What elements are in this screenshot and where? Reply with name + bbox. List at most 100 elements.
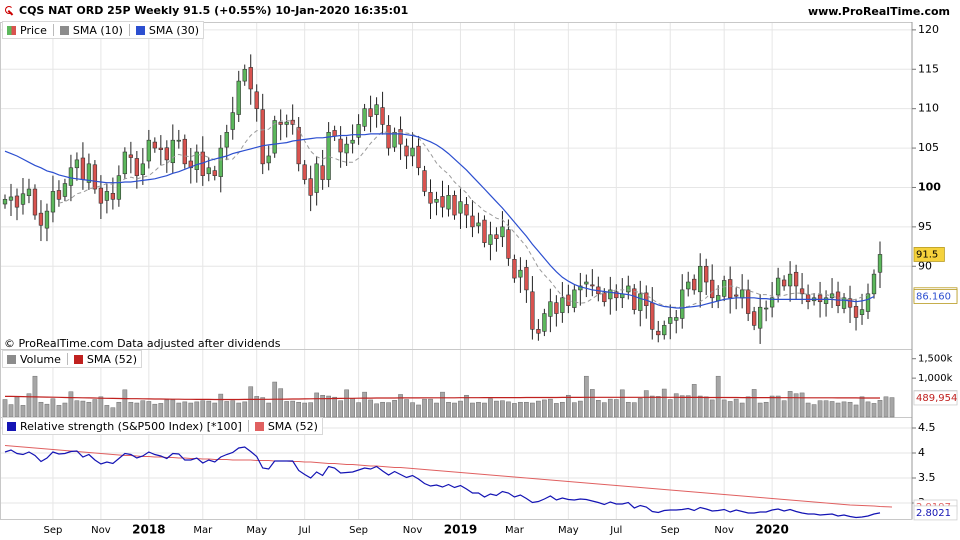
volume-bar: [224, 401, 230, 418]
volume-bar: [56, 405, 62, 418]
volume-bar: [8, 404, 14, 418]
volume-bar: [637, 398, 643, 418]
candle-up: [206, 167, 211, 175]
volume-bar: [362, 391, 367, 418]
candle-down: [805, 294, 811, 303]
volume-value-tag-box: [913, 390, 958, 406]
candle-down: [704, 265, 709, 283]
x-tick-label: 2019: [444, 523, 477, 537]
volume-bar: [823, 400, 829, 418]
volume-bar: [194, 401, 200, 418]
x-tick-label: Sep: [661, 525, 680, 536]
candle-down: [817, 294, 823, 303]
x-tick-label: Mar: [193, 525, 213, 536]
candle-down: [494, 234, 499, 239]
volume-bar: [38, 401, 44, 418]
candle-up: [356, 124, 361, 138]
candle-up: [871, 273, 877, 295]
candle-up: [722, 280, 727, 297]
volume-bar: [374, 403, 379, 418]
volume-bar: [134, 402, 140, 418]
candle-up: [326, 132, 331, 180]
volume-bar: [733, 398, 739, 418]
x-tick-label: Sep: [349, 525, 368, 536]
legend-separator: [247, 420, 249, 432]
volume-bar: [380, 401, 385, 418]
volume-bar: [326, 395, 331, 418]
volume-bar: [314, 392, 319, 418]
legend-label[interactable]: Relative strength (S&P500 Index) [*100]: [20, 419, 242, 433]
volume-bar: [739, 402, 745, 418]
candle-down: [110, 193, 116, 200]
candle-up: [787, 273, 793, 287]
legend-swatch: [7, 354, 16, 364]
volume-bar: [338, 400, 343, 418]
x-tick-label: 2018: [132, 523, 165, 537]
candle-down: [260, 109, 265, 165]
volume-bar: [619, 389, 625, 418]
candle-down: [332, 130, 337, 137]
volume-value-tag: 489,954: [916, 393, 957, 404]
wrench-icon[interactable]: [4, 5, 15, 16]
legend-label[interactable]: Volume: [20, 352, 61, 366]
volume-bar: [50, 398, 56, 418]
volume-bar: [284, 401, 290, 418]
legend-label[interactable]: SMA (52): [267, 419, 318, 433]
title-bar: CQS NAT ORD 25P Weekly 91.5 (+0.55%) 10-…: [4, 4, 408, 17]
volume-bar: [679, 395, 685, 418]
footnote: © ProRealTime.com Data adjusted after di…: [4, 337, 281, 350]
candle-down: [320, 165, 325, 180]
candle-down: [38, 212, 44, 226]
candle-up: [763, 307, 769, 310]
volume-bar: [769, 395, 775, 418]
candle-down: [416, 145, 421, 169]
volume-bar: [470, 402, 475, 418]
volume-bar: [871, 403, 877, 418]
volume-bar: [649, 395, 655, 418]
candle-down: [56, 190, 62, 200]
x-tick-label: Jul: [609, 525, 622, 536]
volume-bar: [883, 396, 889, 418]
volume-bar: [643, 390, 649, 418]
candle-down: [368, 108, 373, 117]
candle-down: [692, 278, 697, 291]
candle-down: [512, 259, 517, 279]
legend-label[interactable]: Price: [20, 23, 47, 37]
legend-label[interactable]: SMA (10): [72, 23, 123, 37]
volume-bar: [601, 402, 607, 418]
legend-swatch: [7, 421, 16, 431]
volume-bar: [428, 398, 433, 418]
volume-bar: [350, 398, 355, 418]
volume-bar: [332, 396, 337, 418]
price-value-tag: 86.160: [916, 292, 951, 303]
volume-bar: [697, 395, 703, 418]
candle-up: [2, 198, 8, 205]
legend-label[interactable]: SMA (30): [148, 23, 199, 37]
candle-down: [290, 119, 295, 125]
legend-label[interactable]: SMA (52): [86, 352, 137, 366]
volume-bar: [14, 396, 20, 418]
candle-up: [680, 289, 685, 319]
volume-bar: [206, 400, 212, 418]
candle-up: [314, 163, 319, 193]
candle-up: [242, 68, 247, 82]
candle-up: [716, 295, 721, 301]
candle-down: [745, 289, 751, 314]
website-link[interactable]: www.ProRealTime.com: [807, 5, 950, 18]
price-tick-label: 115: [918, 62, 939, 75]
candle-down: [338, 138, 343, 153]
volume-bar: [20, 405, 26, 418]
x-tick-label: 2020: [755, 523, 788, 537]
candle-down: [422, 170, 427, 192]
volume-bar: [889, 397, 895, 418]
rs-value-tag-box: [913, 505, 958, 521]
candle-down: [728, 279, 733, 299]
volume-bar: [146, 401, 152, 418]
candle-up: [458, 201, 463, 214]
volume-bar: [158, 403, 164, 418]
volume-bar: [80, 400, 86, 418]
candle-up: [362, 108, 367, 127]
candle-up: [865, 293, 871, 312]
volume-bar: [853, 404, 859, 418]
volume-bar: [68, 391, 74, 418]
